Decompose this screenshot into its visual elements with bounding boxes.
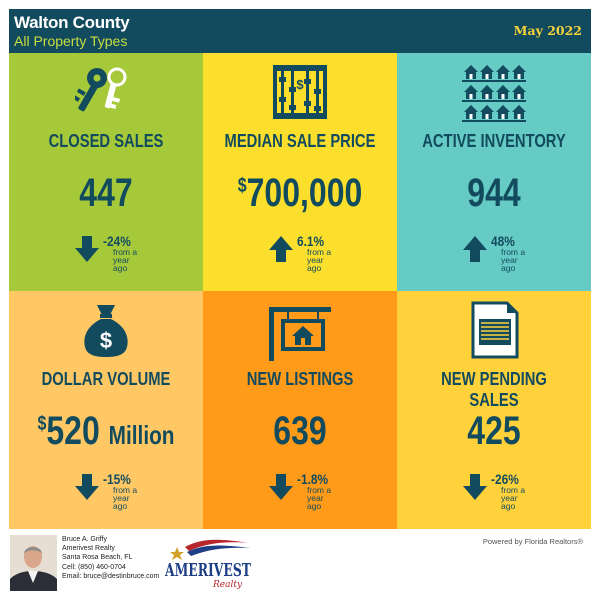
- tile-value: 425: [416, 409, 571, 454]
- change-percent: -26%: [491, 471, 519, 487]
- change-indicator: 48% from a year ago: [463, 233, 583, 273]
- value-number: 639: [273, 409, 327, 453]
- tile-dollar-volume: $ DOLLAR VOLUME $520 Million -15% from a…: [9, 291, 203, 529]
- change-indicator: -1.8% from a year ago: [269, 471, 389, 511]
- tile-value: $700,000: [222, 171, 377, 216]
- change-note-line-2: year ago: [307, 493, 324, 511]
- up-arrow-icon: [269, 236, 293, 262]
- report-date: May 2022: [513, 23, 582, 38]
- tile-closed-sales: CLOSED SALES 447 -24% from a year ago: [9, 53, 203, 291]
- change-note-line-2: year ago: [501, 493, 518, 511]
- agent-location: Santa Rosa Beach, FL: [62, 554, 133, 562]
- agent-photo: [10, 535, 57, 591]
- down-arrow-icon: [269, 474, 293, 500]
- change-percent: -1.8%: [297, 471, 329, 487]
- change-percent: -15%: [103, 471, 131, 487]
- agent-cell: Cell: (850) 460-0704: [62, 563, 126, 571]
- agent-info: Bruce A. Griffy Amerivest Realty Santa R…: [62, 535, 159, 581]
- change-percent: 6.1%: [297, 233, 325, 249]
- county-title: Walton County: [14, 13, 130, 32]
- currency-symbol: $: [37, 413, 47, 435]
- value-number: 520: [46, 409, 100, 453]
- keys-icon: [9, 61, 203, 123]
- abacus-icon: $: [203, 61, 397, 123]
- change-indicator: -26% from a year ago: [463, 471, 583, 511]
- logo-tagline: Realty: [212, 580, 243, 589]
- change-note-line-2: year ago: [113, 255, 130, 273]
- change-note: from a year ago: [113, 247, 143, 273]
- tile-value: $520 Million: [28, 409, 183, 454]
- change-note-line-1: from a: [307, 247, 332, 257]
- change-note-line-2: year ago: [307, 255, 324, 273]
- tile-value: 447: [28, 171, 183, 216]
- change-percent: -24%: [103, 233, 131, 249]
- tile-active-inventory: ACTIVE INVENTORY 944 48% from a year ago: [397, 53, 591, 291]
- agent-company: Amerivest Realty: [62, 545, 115, 553]
- change-indicator: -24% from a year ago: [75, 233, 195, 273]
- tile-value: 639: [222, 409, 377, 454]
- tile-label: NEW LISTINGS: [246, 369, 354, 389]
- change-note: from a year ago: [501, 247, 531, 273]
- market-report-card: Walton County All Property Types May 202…: [9, 9, 591, 592]
- tile-new-pending-sales: NEW PENDING SALES 425 -26% from a year ag…: [397, 291, 591, 529]
- tile-median-sale-price: $ MEDIAN SALE PRICE $700,000 6.1% from a…: [203, 53, 397, 291]
- amerivest-logo: AMERIVEST Realty: [163, 533, 253, 590]
- change-note: from a year ago: [307, 485, 337, 511]
- value-number: 944: [467, 171, 521, 215]
- tile-label: NEW PENDING SALES: [441, 369, 547, 410]
- change-note-line-2: year ago: [113, 493, 130, 511]
- document-icon: [397, 299, 591, 361]
- stats-grid: CLOSED SALES 447 -24% from a year ago: [9, 53, 591, 529]
- svg-text:$: $: [296, 77, 304, 92]
- currency-symbol: $: [237, 175, 247, 197]
- change-note-line-1: from a: [307, 485, 332, 495]
- change-indicator: 6.1% from a year ago: [269, 233, 389, 273]
- down-arrow-icon: [75, 474, 99, 500]
- property-type-subtitle: All Property Types: [14, 33, 128, 49]
- agent-name: Bruce A. Griffy: [62, 536, 107, 543]
- change-percent: 48%: [491, 233, 515, 249]
- tile-label: CLOSED SALES: [48, 131, 164, 151]
- value-number: 425: [467, 409, 521, 453]
- change-note-line-1: from a: [113, 247, 138, 257]
- change-note: from a year ago: [501, 485, 531, 511]
- logo-name: AMERIVEST: [164, 560, 251, 581]
- change-note-line-1: from a: [113, 485, 138, 495]
- tile-label: MEDIAN SALE PRICE: [224, 131, 376, 151]
- tile-label: ACTIVE INVENTORY: [422, 131, 566, 151]
- money-bag-icon: $: [9, 299, 203, 361]
- listing-sign-icon: [203, 299, 397, 361]
- change-note-line-2: year ago: [501, 255, 518, 273]
- svg-text:$: $: [100, 328, 112, 353]
- change-indicator: -15% from a year ago: [75, 471, 195, 511]
- up-arrow-icon: [463, 236, 487, 262]
- down-arrow-icon: [75, 236, 99, 262]
- down-arrow-icon: [463, 474, 487, 500]
- change-note-line-1: from a: [501, 247, 526, 257]
- change-note: from a year ago: [113, 485, 143, 511]
- tile-value: 944: [416, 171, 571, 216]
- houses-grid-icon: [397, 61, 591, 123]
- value-number: 447: [79, 171, 133, 215]
- change-note: from a year ago: [307, 247, 337, 273]
- header-bar: Walton County All Property Types May 202…: [9, 9, 591, 53]
- agent-email[interactable]: Email: bruce@destinbruce.com: [62, 572, 160, 580]
- tile-label: DOLLAR VOLUME: [41, 369, 171, 389]
- footer: Bruce A. Griffy Amerivest Realty Santa R…: [9, 529, 591, 592]
- tile-new-listings: NEW LISTINGS 639 -1.8% from a year ago: [203, 291, 397, 529]
- value-suffix: Million: [108, 420, 175, 450]
- powered-by-text: Powered by Florida Realtors®: [482, 537, 583, 546]
- change-note-line-1: from a: [501, 485, 526, 495]
- value-number: 700,000: [246, 171, 363, 215]
